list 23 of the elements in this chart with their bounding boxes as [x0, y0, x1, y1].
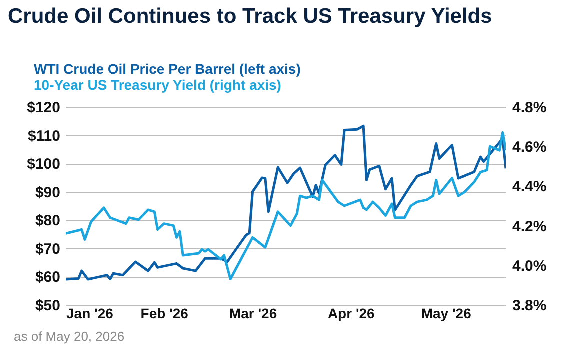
- y-tick-label: $90: [35, 184, 60, 202]
- y2-tick-label: 4.6%: [512, 139, 547, 156]
- x-tick-label: Mar '26: [229, 306, 278, 322]
- y-tick-label: $120: [27, 100, 60, 116]
- y-tick-label: $70: [35, 240, 60, 258]
- x-tick-label: Jan '26: [66, 306, 114, 322]
- chart-title: Crude Oil Continues to Track US Treasury Yields: [8, 5, 492, 28]
- y-tick-label: $80: [35, 212, 60, 230]
- y-tick-label: $60: [35, 269, 60, 286]
- x-tick-label: Feb '26: [140, 306, 189, 322]
- y-tick-label: $50: [35, 298, 60, 314]
- y2-tick-label: 4.2%: [512, 218, 547, 236]
- y2-tick-label: 4.8%: [512, 100, 547, 116]
- y2-tick-label: 4.4%: [512, 178, 547, 196]
- y-tick-label: $110: [28, 128, 60, 145]
- text: 10-Year US Treasury Yield (right axis): [34, 77, 282, 93]
- x-tick-label: Apr '26: [328, 306, 376, 322]
- y2-tick-label: 3.8%: [512, 298, 547, 314]
- text: as of May 20, 2026: [14, 329, 126, 344]
- y2-tick-label: 4.0%: [512, 258, 547, 275]
- x-tick-label: May '26: [421, 306, 472, 322]
- y-tick-label: $100: [27, 156, 60, 174]
- text: WTI Crude Oil Price Per Barrel (left axis): [34, 61, 301, 77]
